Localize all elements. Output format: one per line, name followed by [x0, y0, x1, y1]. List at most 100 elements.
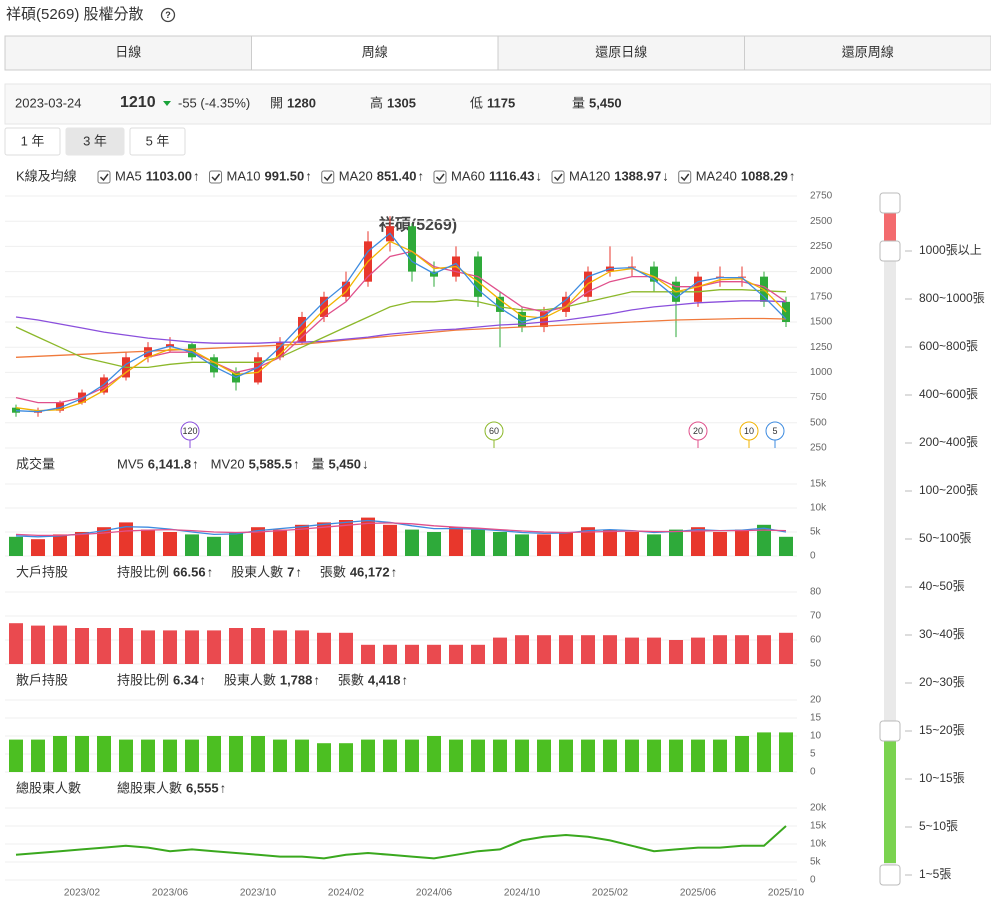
bar — [31, 739, 45, 772]
legend-trend: ↓ — [362, 456, 369, 471]
checkbox[interactable] — [209, 170, 223, 184]
slider-label[interactable]: 400~600張 — [919, 387, 978, 401]
slider-label[interactable]: 50~100張 — [919, 531, 971, 545]
x-tick-label: 2025/10 — [768, 888, 805, 899]
bar — [163, 532, 177, 556]
y-tick-label: 2250 — [810, 241, 833, 252]
slider-label[interactable]: 1000張以上 — [919, 243, 982, 257]
range-button[interactable] — [4, 127, 61, 156]
ma-marker-label: 60 — [489, 426, 499, 436]
tab-label[interactable]: 周線 — [362, 44, 388, 59]
slider-label[interactable]: 800~1000張 — [919, 291, 985, 305]
bar — [603, 635, 617, 664]
bar — [537, 534, 551, 556]
ma-marker-label: 120 — [182, 426, 197, 436]
bar — [427, 736, 441, 772]
bar — [493, 532, 507, 556]
checkbox[interactable] — [678, 170, 692, 184]
legend-trend: ↑ — [220, 780, 227, 795]
legend-name: MA120 — [569, 168, 610, 183]
quote-field-label: 開 — [270, 95, 283, 110]
range-button[interactable] — [65, 127, 125, 156]
help-mark[interactable]: ? — [165, 10, 171, 20]
help-icon[interactable] — [160, 7, 176, 23]
slider-track[interactable] — [884, 195, 896, 885]
legend-name: MA5 — [115, 168, 142, 183]
quote-price: 1210 — [120, 94, 156, 111]
tab[interactable] — [4, 35, 252, 71]
slider-label[interactable]: 20~30張 — [919, 675, 965, 689]
tab-label[interactable]: 日線 — [115, 44, 141, 59]
slider-handle[interactable] — [879, 864, 901, 886]
checkbox[interactable] — [97, 170, 111, 184]
slider-label[interactable]: 40~50張 — [919, 579, 965, 593]
y-tick-label: 10 — [810, 731, 822, 742]
ma-line — [15, 289, 787, 369]
bar — [207, 736, 221, 772]
bar — [383, 524, 397, 556]
slider-label[interactable]: 1~5張 — [919, 867, 951, 881]
legend-name: MV20 — [211, 456, 245, 471]
slider-handle[interactable] — [879, 192, 901, 214]
tab[interactable] — [744, 35, 991, 71]
slider-label[interactable]: 100~200張 — [919, 483, 978, 497]
y-tick-label: 1000 — [810, 367, 833, 378]
bar — [75, 736, 89, 772]
range-label[interactable]: 5 年 — [146, 133, 170, 148]
tab-label[interactable]: 還原日線 — [595, 44, 647, 59]
bar — [471, 739, 485, 772]
y-tick-label: 250 — [810, 443, 827, 454]
slider-label[interactable]: 10~15張 — [919, 771, 965, 785]
y-tick-label: 2000 — [810, 266, 833, 277]
bar — [185, 630, 199, 664]
tab-label[interactable]: 還原周線 — [842, 44, 894, 59]
slider-label[interactable]: 5~10張 — [919, 819, 958, 833]
y-tick-label: 500 — [810, 417, 827, 428]
bar — [53, 534, 67, 556]
bar — [515, 635, 529, 664]
x-tick-label: 2024/02 — [328, 888, 365, 899]
legend-trend: ↑ — [192, 456, 199, 471]
candle-body — [518, 311, 526, 328]
slider-handle[interactable] — [879, 240, 901, 262]
slider-label[interactable]: 15~20張 — [919, 723, 965, 737]
candle-body — [276, 342, 284, 358]
checkbox-box — [551, 170, 565, 184]
ma-marker-label: 5 — [772, 426, 777, 436]
quote-field-label: 低 — [470, 95, 483, 110]
range-button[interactable] — [129, 127, 186, 156]
bar — [317, 632, 331, 664]
slider-label[interactable]: 30~40張 — [919, 627, 965, 641]
bar — [449, 527, 463, 556]
slider-label[interactable]: 600~800張 — [919, 339, 978, 353]
bar — [537, 739, 551, 772]
bar — [31, 539, 45, 556]
stat-name: 持股比例 — [117, 564, 169, 579]
checkbox[interactable] — [433, 170, 447, 184]
bar — [229, 628, 243, 664]
bar — [361, 739, 375, 772]
bar — [427, 532, 441, 556]
checkbox[interactable] — [551, 170, 565, 184]
y-tick-label: 750 — [810, 392, 827, 403]
checkbox[interactable] — [321, 170, 335, 184]
legend-value: 851.40 — [377, 168, 417, 183]
candle-body — [650, 266, 658, 282]
checkbox-check — [435, 173, 445, 182]
y-tick-label: 15k — [810, 479, 827, 490]
bar — [273, 529, 287, 556]
bar — [779, 632, 793, 664]
y-tick-label: 20 — [810, 695, 822, 706]
bar — [207, 630, 221, 664]
bar — [581, 635, 595, 664]
quote-field-value: 1280 — [287, 95, 316, 110]
slider-label[interactable]: 200~400張 — [919, 435, 978, 449]
bar — [581, 527, 595, 556]
tab[interactable] — [251, 35, 499, 71]
tab[interactable] — [497, 35, 745, 71]
slider-handle[interactable] — [879, 720, 901, 742]
slider[interactable] — [879, 192, 901, 886]
range-label[interactable]: 3 年 — [83, 133, 107, 148]
range-label[interactable]: 1 年 — [21, 133, 45, 148]
stat-trend: ↑ — [391, 564, 398, 579]
